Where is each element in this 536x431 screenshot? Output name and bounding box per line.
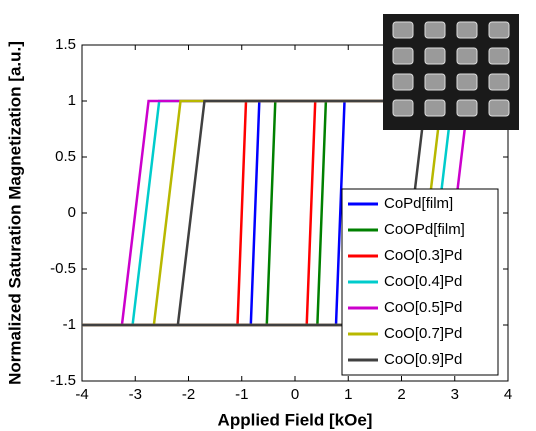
inset-pillar <box>456 99 478 117</box>
inset-pillar <box>424 73 446 91</box>
x-tick-label: 1 <box>344 386 352 403</box>
inset-pillar <box>456 47 478 65</box>
y-axis-title: Normalized Saturation Magnetization [a.u… <box>5 41 24 385</box>
y-tick-label: -0.5 <box>50 260 76 277</box>
y-tick-label: 1.5 <box>55 36 76 53</box>
inset-pillar <box>488 73 510 91</box>
x-tick-label: 3 <box>451 386 459 403</box>
y-tick-label: -1 <box>63 316 76 333</box>
inset-pillar <box>456 21 478 39</box>
x-tick-label: 2 <box>397 386 405 403</box>
inset-pillar <box>488 21 510 39</box>
legend-label: CoO[0.4]Pd <box>384 273 462 290</box>
legend-label: CoO[0.5]Pd <box>384 299 462 316</box>
x-axis-title: Applied Field [kOe] <box>218 410 373 429</box>
inset-pillar <box>424 47 446 65</box>
x-tick-label: -3 <box>129 386 142 403</box>
legend-label: CoO[0.7]Pd <box>384 325 462 342</box>
inset-image <box>383 14 519 130</box>
x-tick-label: 0 <box>291 386 299 403</box>
y-tick-label: 1 <box>68 92 76 109</box>
legend-label: CoPd[film] <box>384 195 453 212</box>
inset-pillar <box>392 21 414 39</box>
y-tick-label: -1.5 <box>50 372 76 389</box>
inset-pillar <box>488 47 510 65</box>
inset-pillar <box>456 73 478 91</box>
legend-label: CoO[0.9]Pd <box>384 351 462 368</box>
x-tick-label: -4 <box>75 386 88 403</box>
inset-pillar <box>424 99 446 117</box>
inset-pillar <box>424 21 446 39</box>
y-tick-label: 0 <box>68 204 76 221</box>
legend-label: CoO[0.3]Pd <box>384 247 462 264</box>
inset-pillar <box>392 47 414 65</box>
y-tick-label: 0.5 <box>55 148 76 165</box>
x-tick-label: -1 <box>235 386 248 403</box>
x-tick-label: 4 <box>504 386 512 403</box>
inset-pillar <box>488 99 510 117</box>
legend-label: CoOPd[film] <box>384 221 465 238</box>
inset-pillar <box>392 99 414 117</box>
x-tick-label: -2 <box>182 386 195 403</box>
inset-pillar <box>392 73 414 91</box>
